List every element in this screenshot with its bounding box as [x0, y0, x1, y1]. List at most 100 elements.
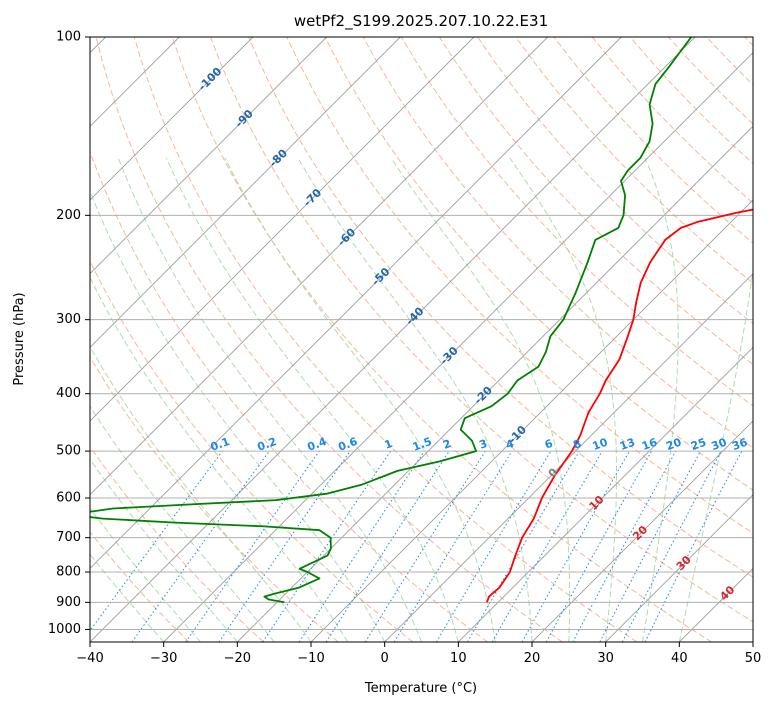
mixing-ratio-label: 0.6 [336, 435, 359, 454]
y-tick-label: 700 [56, 530, 81, 545]
y-tick-label: 100 [56, 30, 81, 45]
plot-frame [89, 36, 754, 643]
isotherm-label: 40 [717, 583, 737, 603]
x-tick-label: −30 [150, 651, 177, 666]
dry-adiabat [90, 150, 488, 642]
dry-adiabat [438, 37, 753, 366]
mixing-ratio-line [467, 450, 580, 642]
dry-adiabat [90, 531, 190, 642]
mixing-ratio-line [325, 450, 450, 642]
isotherm-line [90, 37, 254, 201]
mixing-ratio-line [393, 450, 513, 642]
dry-adiabat [133, 37, 638, 642]
mixing-ratio-label: 10 [591, 435, 610, 453]
isotherm-line [237, 125, 753, 642]
mixing-ratio-label: 30 [710, 436, 729, 454]
x-tick-label: 50 [745, 651, 762, 666]
isotherm-line [90, 37, 327, 275]
x-tick-label: 0 [381, 651, 389, 666]
isotherm-line [605, 494, 753, 642]
isotherm-label: -70 [301, 186, 324, 209]
isotherm-line [458, 346, 753, 642]
mixing-ratio-line [644, 450, 743, 642]
mixing-ratio-label: 13 [618, 436, 637, 453]
moist-adiabat [90, 507, 201, 642]
dry-adiabat [171, 37, 712, 642]
dry-adiabat [515, 37, 753, 284]
mixing-ratio-label: 16 [640, 435, 659, 453]
mixing-ratio-line [572, 450, 677, 642]
moist-adiabat [90, 189, 386, 642]
dry-adiabat [90, 356, 339, 642]
isotherm-line [679, 567, 753, 642]
dry-adiabat [744, 37, 753, 47]
isotherm-line [90, 37, 401, 348]
y-axis-label: Pressure (hPa) [12, 292, 27, 385]
y-axis-ticks: 100 200 300 400 500 600 700 800 900 1000 [48, 30, 90, 637]
moist-adiabat [642, 157, 679, 642]
mixing-ratio-label: 0.1 [209, 435, 232, 454]
dry-adiabat [210, 37, 753, 623]
mixing-ratio-label: 6 [543, 437, 555, 452]
y-tick-label: 1000 [48, 622, 81, 637]
mixing-ratio-line [298, 450, 425, 642]
isotherm-label: -30 [437, 344, 460, 367]
mixing-ratio-label: 2 [441, 437, 453, 452]
isotherm-line [90, 37, 622, 569]
mixing-ratio-line [262, 450, 392, 642]
y-tick-label: 300 [56, 312, 81, 327]
moist-adiabat [678, 265, 753, 642]
x-tick-label: 30 [597, 651, 614, 666]
moist-adiabat [90, 405, 275, 642]
mixing-ratio-label: 8 [572, 437, 584, 452]
mixing-ratio-label: 20 [664, 436, 683, 454]
mixing-ratio-label: 3 [477, 437, 489, 452]
dewpoint-profile [90, 37, 693, 604]
isotherm-line [90, 37, 475, 422]
mixing-ratio-line [218, 450, 351, 642]
moist-adiabat [117, 157, 422, 642]
mixing-ratio-line [90, 450, 223, 632]
pressure-grid [90, 37, 753, 630]
dry-adiabat [591, 37, 753, 204]
moist-adiabat [297, 157, 533, 642]
x-tick-label: −40 [76, 651, 103, 666]
line-labels: -100-90-80-70-60-50-40-30-20-10010203040… [196, 65, 750, 604]
y-tick-label: 800 [56, 565, 81, 580]
x-tick-label: −20 [224, 651, 251, 666]
x-axis-label: Temperature (°C) [364, 681, 477, 696]
y-tick-label: 600 [56, 491, 81, 506]
y-tick-label: 400 [56, 386, 81, 401]
isotherm-line [384, 273, 753, 642]
mixing-ratio-line [521, 450, 630, 642]
x-tick-label: 20 [524, 651, 541, 666]
dry-adiabat [90, 259, 414, 642]
isotherm-line [163, 52, 753, 642]
isotherm-label: -20 [472, 383, 495, 406]
mixing-ratio-line [131, 450, 270, 642]
mixing-ratio-line [435, 450, 552, 642]
y-tick-label: 900 [56, 595, 81, 610]
isotherm-label: 20 [630, 523, 650, 543]
isotherm-label: 30 [674, 553, 694, 573]
moist-adiabat [90, 458, 238, 642]
isotherm-label: -80 [267, 146, 290, 169]
dry-adiabat [248, 37, 753, 578]
x-axis-ticks: −40 −30 −20 −10 0 10 20 30 40 50 [76, 642, 761, 666]
mixing-ratio-label: 4 [504, 437, 516, 452]
isotherm-line [310, 199, 753, 642]
mixing-ratio-label: 1 [383, 437, 395, 452]
dry-adiabat [90, 445, 264, 642]
mixing-ratio-label: 1.5 [411, 435, 434, 454]
isotherm-line [531, 420, 753, 642]
isotherm-line [90, 37, 696, 642]
y-tick-label: 200 [56, 208, 81, 223]
mixing-ratio-line [545, 450, 653, 642]
mixing-ratio-label: 36 [730, 436, 749, 454]
dry-adiabat [706, 37, 753, 86]
isotherm-line [752, 641, 753, 642]
dry-adiabat [668, 37, 753, 125]
background-lines [90, 37, 753, 642]
moist-adiabat [90, 553, 165, 642]
